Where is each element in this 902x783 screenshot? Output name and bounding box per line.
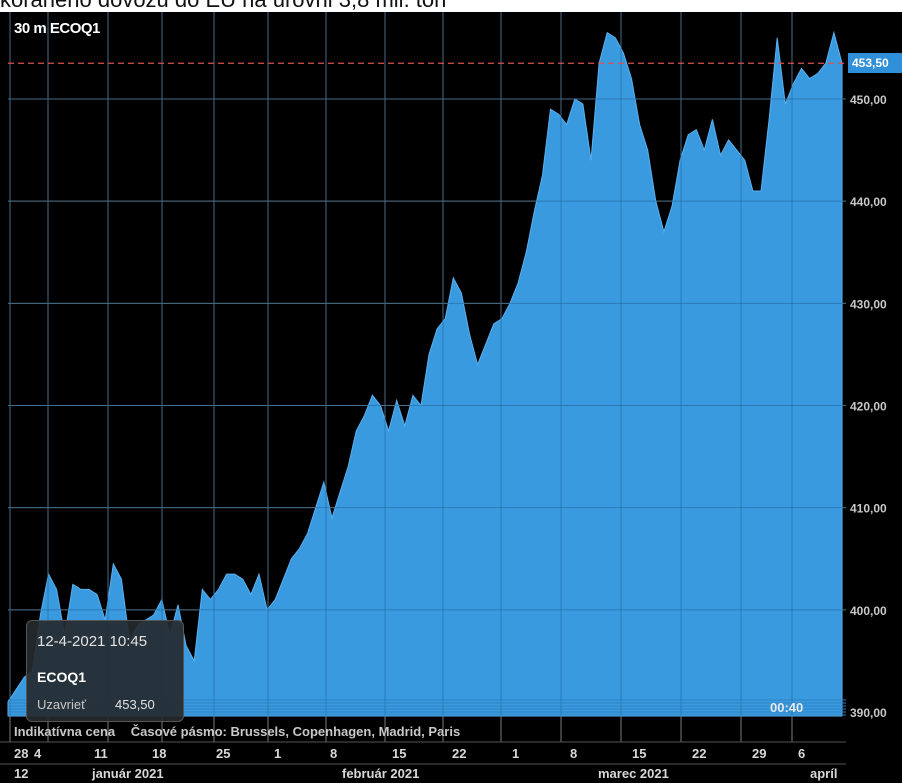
x-month-label: marec 2021	[598, 766, 669, 781]
chart-title: 30 m ECOQ1	[14, 20, 100, 37]
x-date-tick-label: 25	[216, 746, 230, 761]
indicative-price-label: Indikatívna cena	[14, 724, 116, 739]
tooltip-date: 12-4-2021 10:45	[37, 633, 148, 650]
x-month-label: február 2021	[342, 766, 419, 781]
last-price-badge: 453,50	[848, 53, 902, 73]
x-date-tick-label: 8	[330, 746, 337, 761]
price-tooltip: 12-4-2021 10:45 ECOQ1 Uzavrieť 453,50	[26, 620, 184, 722]
tooltip-close-value: 453,50	[115, 697, 155, 712]
y-axis-panel	[846, 12, 902, 742]
x-month-label: 12	[14, 766, 28, 781]
x-date-tick-label: 4	[34, 746, 42, 761]
tooltip-close-label: Uzavrieť	[37, 697, 86, 712]
x-date-tick-label: 8	[570, 746, 577, 761]
y-tick-label: 450,00	[850, 93, 887, 107]
x-date-tick-label: 15	[392, 746, 406, 761]
x-axis-month-labels: 12 január 2021 február 2021 marec 2021 apríl	[14, 766, 837, 781]
y-tick-label: 430,00	[850, 297, 887, 311]
x-date-tick-label: 29	[752, 746, 766, 761]
x-date-tick-label: 15	[632, 746, 646, 761]
x-month-label: apríl	[810, 766, 837, 781]
x-month-label: január 2021	[91, 766, 164, 781]
y-tick-label: 390,00	[850, 706, 887, 720]
x-date-tick-label: 18	[152, 746, 166, 761]
x-date-tick-label: 28	[14, 746, 28, 761]
x-date-tick-label: 22	[452, 746, 466, 761]
y-tick-label: 440,00	[850, 195, 887, 209]
x-date-tick-label: 11	[94, 746, 108, 761]
y-axis-ticks: 400,00 410,00 420,00 430,00 440,00 450,00 390,…	[850, 93, 887, 720]
timezone-label: Časové pásmo: Brussels, Copenhagen, Madr…	[130, 724, 461, 739]
x-date-tick-label: 1	[274, 746, 281, 761]
y-tick-label: 420,00	[850, 400, 887, 414]
x-date-tick-label: 6	[798, 746, 805, 761]
tooltip-symbol: ECOQ1	[37, 669, 87, 685]
x-date-tick-label: 1	[512, 746, 519, 761]
x-date-tick-label: 22	[692, 746, 706, 761]
chart-footer: Indikatívna cena Časové pásmo: Brussels,…	[14, 724, 844, 739]
x-axis-date-ticks: 28 4 11 18 25 1 8 15 22 1 8 15 22 29 6	[0, 741, 846, 765]
article-caption: kôraného dovozu do EÚ na úrovni 3,8 mil.…	[0, 0, 902, 12]
y-tick-label: 410,00	[850, 502, 887, 516]
x-axis-panel	[0, 742, 902, 783]
y-tick-label: 400,00	[850, 604, 887, 618]
time-badge: 00:40	[770, 700, 804, 715]
